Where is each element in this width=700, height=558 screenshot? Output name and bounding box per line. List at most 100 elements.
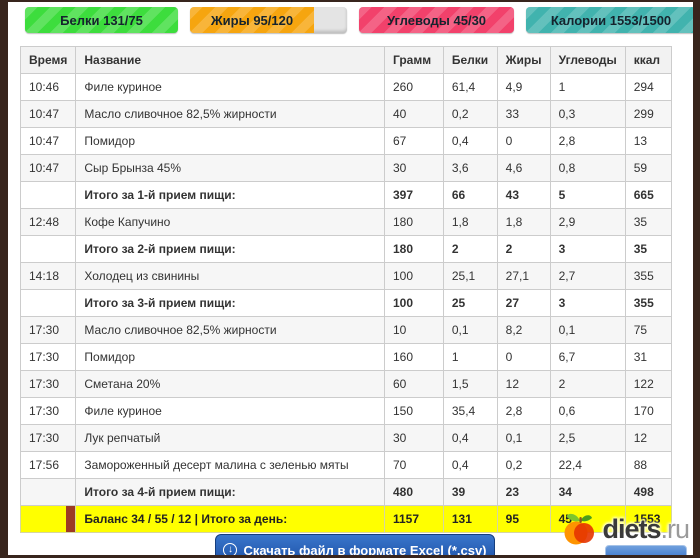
balance-row: Баланс 34 / 55 / 12 | Итого за день: 115… — [19, 505, 673, 533]
food-item-row: 17:30 Сметана 20% 60 1,5 12 2 122 — [19, 370, 673, 398]
cell-carb: 0,6 — [549, 397, 626, 425]
subtotal-row: Итого за 4-й прием пищи: 480 39 23 34 498 — [19, 478, 673, 506]
cell-fat: 27,1 — [496, 262, 551, 290]
cell-carb: 0,1 — [549, 316, 626, 344]
cell-time — [19, 478, 77, 506]
cell-time: 17:30 — [19, 370, 77, 398]
cell-carb: 2,5 — [549, 424, 626, 452]
cell-carb: 3 — [549, 235, 626, 263]
badge-fats: Жиры 95/120 — [190, 7, 347, 33]
badge-fats-fill: Жиры 95/120 — [190, 7, 315, 33]
cell-time: 10:47 — [19, 154, 77, 182]
page-content: Белки 131/75 Жиры 95/120 Углеводы 45/30 … — [8, 2, 693, 555]
balance-cell-time — [19, 505, 77, 533]
cell-protein: 0,4 — [442, 451, 498, 479]
food-item-row: 17:30 Помидор 160 1 0 6,7 31 — [19, 343, 673, 371]
cell-gram: 30 — [384, 424, 444, 452]
food-table-body: 10:46 Филе куриное 260 61,4 4,9 1 294 10:47 Масл… — [19, 73, 673, 506]
cell-name: Филе куриное — [75, 397, 385, 425]
food-item-row: 14:18 Холодец из свинины 100 25,1 27,1 2,7 355 — [19, 262, 673, 290]
cell-carb: 0,3 — [549, 100, 626, 128]
cell-protein: 1,5 — [442, 370, 498, 398]
cell-kcal: 299 — [624, 100, 673, 128]
cell-kcal: 35 — [624, 235, 673, 263]
cell-gram: 150 — [384, 397, 444, 425]
cell-fat: 43 — [496, 181, 551, 209]
cell-protein: 0,4 — [442, 424, 498, 452]
cell-time: 14:18 — [19, 262, 77, 290]
cell-gram: 60 — [384, 370, 444, 398]
food-item-row: 10:47 Сыр Брынза 45% 30 3,6 4,6 0,8 59 — [19, 154, 673, 182]
cell-protein: 61,4 — [442, 73, 498, 101]
badge-calories-fill: Калории 1553/1500 — [526, 7, 693, 33]
cell-carb: 5 — [549, 181, 626, 209]
partial-bottom-button[interactable] — [605, 545, 687, 555]
subtotal-row: Итого за 3-й прием пищи: 100 25 27 3 355 — [19, 289, 673, 317]
cell-carb: 34 — [549, 478, 626, 506]
logo-text: diets.ru — [602, 513, 690, 544]
badge-calories: Калории 1553/1500 — [526, 7, 693, 33]
cell-time: 10:47 — [19, 100, 77, 128]
balance-marker — [66, 506, 75, 532]
cell-protein: 25 — [442, 289, 498, 317]
col-header-gram: Грамм — [384, 46, 444, 74]
food-item-row: 17:30 Лук репчатый 30 0,4 0,1 2,5 12 — [19, 424, 673, 452]
badge-carbs-fill: Углеводы 45/30 — [359, 7, 514, 33]
diets-ru-logo[interactable]: diets.ru — [562, 510, 690, 548]
cell-time: 17:56 — [19, 451, 77, 479]
cell-time: 17:30 — [19, 424, 77, 452]
cell-gram: 180 — [384, 235, 444, 263]
cell-kcal: 75 — [624, 316, 673, 344]
cell-fat: 12 — [496, 370, 551, 398]
download-excel-button[interactable]: ↓ Скачать файл в формате Excel (*.csv) — [215, 534, 495, 555]
cell-gram: 10 — [384, 316, 444, 344]
cell-fat: 0 — [496, 127, 551, 155]
badge-carbs: Углеводы 45/30 — [359, 7, 514, 33]
cell-name: Итого за 4-й прием пищи: — [75, 478, 385, 506]
cell-fat: 0,1 — [496, 424, 551, 452]
cell-protein: 3,6 — [442, 154, 498, 182]
cell-name: Сыр Брынза 45% — [75, 154, 385, 182]
col-header-time: Время — [19, 46, 77, 74]
col-header-protein: Белки — [442, 46, 498, 74]
cell-kcal: 498 — [624, 478, 673, 506]
cell-fat: 4,9 — [496, 73, 551, 101]
badge-fats-label: Жиры 95/120 — [210, 12, 294, 28]
cell-name: Лук репчатый — [75, 424, 385, 452]
cell-fat: 0 — [496, 343, 551, 371]
food-item-row: 10:46 Филе куриное 260 61,4 4,9 1 294 — [19, 73, 673, 101]
cell-time: 10:47 — [19, 127, 77, 155]
cell-carb: 1 — [549, 73, 626, 101]
food-item-row: 12:48 Кофе Капучино 180 1,8 1,8 2,9 35 — [19, 208, 673, 236]
cell-name: Итого за 2-й прием пищи: — [75, 235, 385, 263]
table-header-row: Время Название Грамм Белки Жиры Углеводы… — [19, 46, 673, 74]
cell-name: Итого за 1-й прием пищи: — [75, 181, 385, 209]
cell-gram: 480 — [384, 478, 444, 506]
cell-fat: 2,8 — [496, 397, 551, 425]
food-item-row: 17:56 Замороженный десерт малина с зелень… — [19, 451, 673, 479]
cell-name: Кофе Капучино — [75, 208, 385, 236]
cell-gram: 30 — [384, 154, 444, 182]
cell-name: Филе куриное — [75, 73, 385, 101]
cell-time: 17:30 — [19, 316, 77, 344]
cell-fat: 8,2 — [496, 316, 551, 344]
balance-cell-fat: 95 — [496, 505, 551, 533]
cell-protein: 35,4 — [442, 397, 498, 425]
balance-cell-gram: 1157 — [384, 505, 444, 533]
food-item-row: 10:47 Помидор 67 0,4 0 2,8 13 — [19, 127, 673, 155]
cell-protein: 0,2 — [442, 100, 498, 128]
cell-protein: 66 — [442, 181, 498, 209]
cell-protein: 2 — [442, 235, 498, 263]
balance-cell-protein: 131 — [442, 505, 498, 533]
food-item-row: 17:30 Масло сливочное 82,5% жирности 10 0,1… — [19, 316, 673, 344]
cell-carb: 2,7 — [549, 262, 626, 290]
cell-fat: 0,2 — [496, 451, 551, 479]
cell-fat: 27 — [496, 289, 551, 317]
cell-name: Масло сливочное 82,5% жирности — [75, 100, 385, 128]
cell-kcal: 12 — [624, 424, 673, 452]
badge-proteins-fill: Белки 131/75 — [25, 7, 178, 33]
cell-protein: 25,1 — [442, 262, 498, 290]
cell-protein: 0,1 — [442, 316, 498, 344]
cell-carb: 2 — [549, 370, 626, 398]
cell-gram: 100 — [384, 289, 444, 317]
